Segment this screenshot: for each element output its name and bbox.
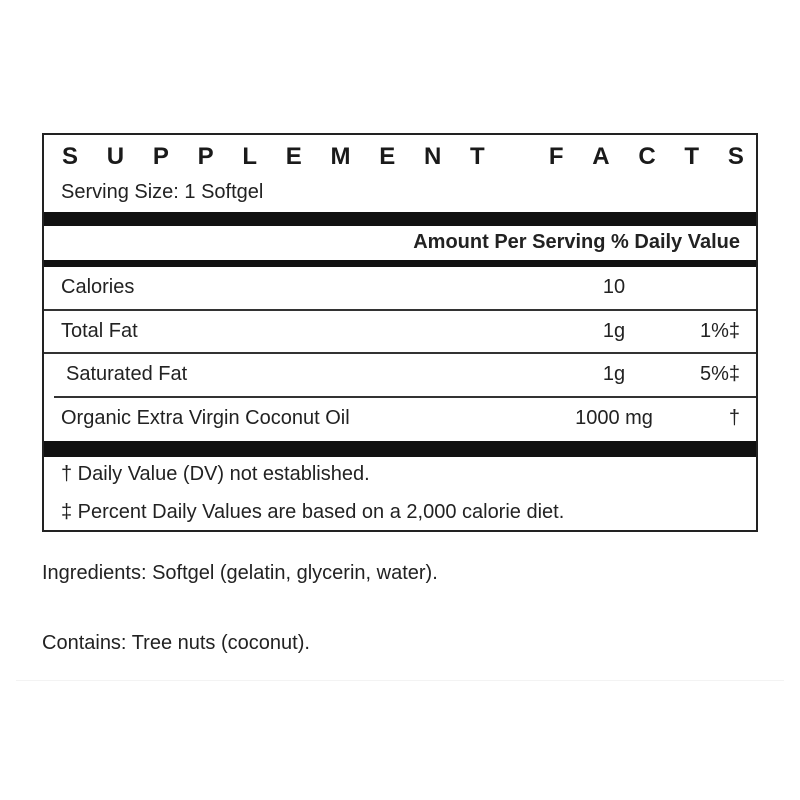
nutrient-row-calories: Calories 10 [44,267,756,309]
title-letter: F [548,143,564,170]
title-letter: P [197,143,214,170]
title-letter: U [106,143,125,170]
nutrient-name: Calories [61,276,135,298]
serving-size: Serving Size: 1 Softgel [61,181,264,203]
row-divider [44,309,756,311]
title-letter: S [62,143,79,170]
title-letter: E [285,143,302,170]
nutrient-amount: 1000 mg [575,407,653,429]
thick-divider [44,441,756,457]
title-letter: E [379,143,396,170]
column-header: Amount Per Serving % Daily Value [413,231,740,253]
title-letter: M [330,143,351,170]
title-letter: T [684,143,700,170]
title-letter: S [727,143,744,170]
nutrient-dv: † [728,407,740,429]
row-divider [44,352,756,354]
title-letter: A [592,143,610,170]
thick-divider [44,212,756,226]
nutrient-dv: 1%‡ [699,320,740,342]
title-letter: N [423,143,442,170]
title-letter: T [470,143,485,170]
title-letter [513,143,520,171]
nutrient-row-saturated-fat: Saturated Fat 1g 5%‡ [44,354,756,396]
nutrient-row-coconut-oil: Organic Extra Virgin Coconut Oil 1000 mg… [44,398,756,440]
thick-divider [44,260,756,267]
title-letter: C [638,143,656,170]
nutrient-name: Saturated Fat [66,363,188,385]
nutrient-amount: 1g [602,363,626,385]
title-letter: P [152,143,169,170]
ingredients-text: Ingredients: Softgel (gelatin, glycerin,… [42,562,438,584]
nutrient-amount: 10 [602,276,626,298]
footnote-double-dagger: ‡ Percent Daily Values are based on a 2,… [61,501,565,523]
nutrient-dv: 5%‡ [699,363,740,385]
nutrient-name: Total Fat [61,320,138,342]
allergen-text: Contains: Tree nuts (coconut). [42,632,310,654]
nutrient-amount: 1g [602,320,626,342]
footnote-dagger: † Daily Value (DV) not established. [61,463,370,485]
divider [16,680,784,681]
row-divider [54,396,756,398]
nutrient-name: Organic Extra Virgin Coconut Oil [61,407,350,429]
title-letter: L [242,143,257,170]
nutrient-row-total-fat: Total Fat 1g 1%‡ [44,311,756,353]
